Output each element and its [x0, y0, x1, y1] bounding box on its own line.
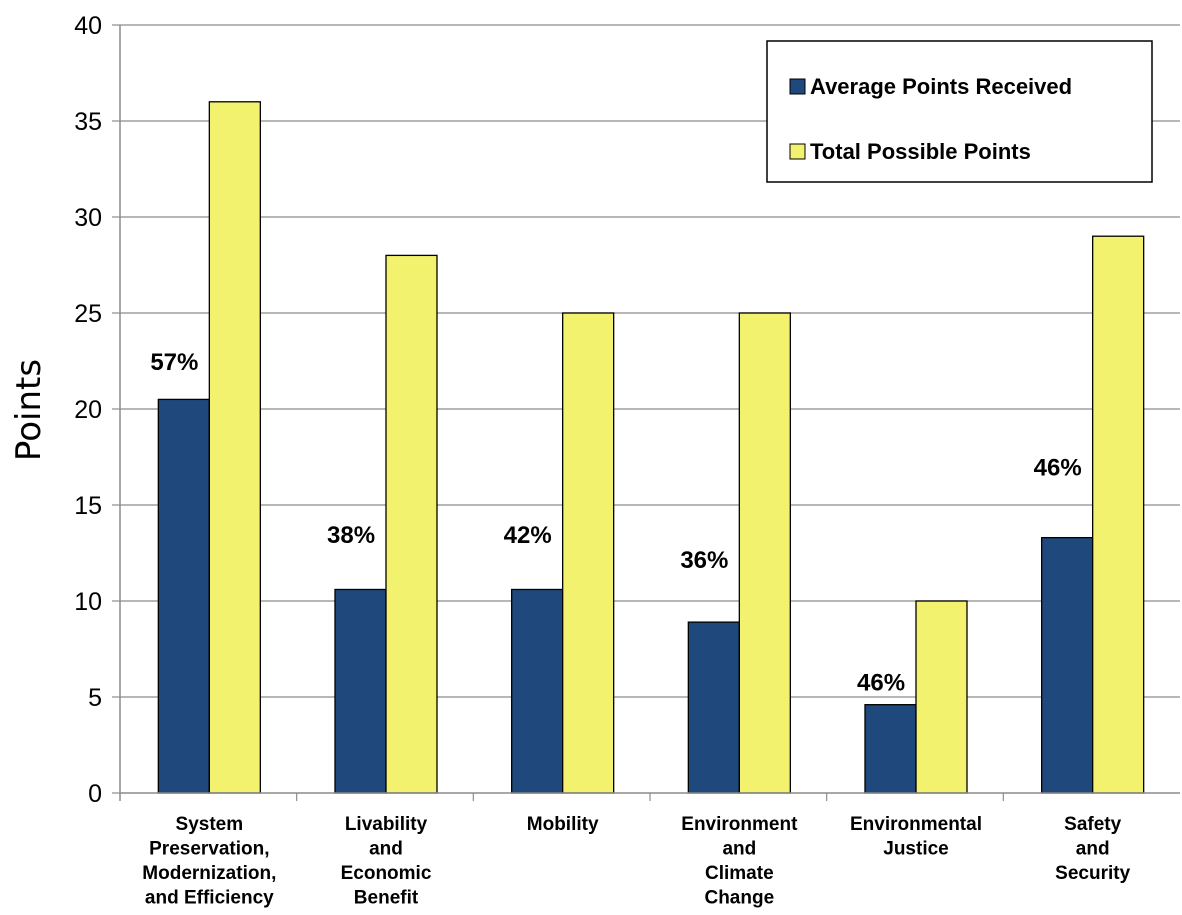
x-category-label-line: Mobility	[527, 814, 599, 835]
y-axis-title: Points	[9, 359, 49, 461]
x-category-label: Livability and Economic Benefit	[341, 814, 432, 909]
x-category-label: System Preservation, Modernization, and Eff…	[142, 814, 276, 909]
x-category-label: Mobility	[527, 814, 599, 835]
x-category-label-line: and Efficiency	[145, 888, 274, 909]
y-tick-label: 10	[74, 588, 102, 616]
x-category-label-line: Climate	[705, 863, 774, 884]
legend-box	[766, 40, 1153, 183]
bar-average-points	[687, 621, 740, 794]
bar-average-points	[334, 588, 387, 794]
legend: Average Points Received Total Possible P…	[766, 40, 1153, 183]
percent-label: 57%	[150, 349, 198, 376]
x-category-label-line: and	[1076, 839, 1110, 860]
y-axis-ticks: 0 5 10 15 20 25 30 35 40	[74, 12, 120, 808]
bar-total-possible-points	[738, 312, 791, 794]
x-category-label-line: System	[176, 814, 244, 835]
percent-label: 36%	[680, 547, 728, 574]
x-category-label-line: and	[722, 839, 756, 860]
y-tick-label: 30	[74, 204, 102, 232]
percent-label: 38%	[327, 522, 375, 549]
y-tick-label: 25	[74, 300, 102, 328]
percent-annotations: 57% 38% 42% 36% 46% 46%	[150, 349, 1081, 697]
x-category-label-line: Modernization,	[142, 863, 276, 884]
bar-total-possible-points	[385, 254, 438, 794]
y-tick-label: 5	[88, 684, 102, 712]
percent-label: 46%	[1034, 455, 1082, 482]
bar-total-possible-points	[208, 101, 261, 794]
legend-swatch-average	[789, 78, 806, 95]
bar-total-possible-points	[562, 312, 615, 794]
percent-label: 46%	[857, 670, 905, 697]
x-category-label-line: and	[369, 839, 403, 860]
legend-label-average: Average Points Received	[810, 74, 1072, 99]
legend-swatch-total	[789, 143, 806, 160]
legend-label-total: Total Possible Points	[810, 139, 1031, 164]
x-category-label-line: Environment	[681, 814, 798, 835]
bar-average-points	[1041, 536, 1094, 794]
x-category-label-line: Change	[704, 888, 774, 909]
bars	[157, 101, 1145, 794]
x-category-label: Environment and Climate Change	[681, 814, 798, 909]
bar-average-points	[511, 588, 564, 794]
bar-average-points	[864, 704, 917, 794]
y-tick-label: 35	[74, 108, 102, 136]
x-category-label-line: Security	[1055, 863, 1130, 884]
y-tick-label: 40	[74, 12, 102, 40]
x-category-label: Safety and Security	[1055, 814, 1130, 884]
x-category-label: Environmental Justice	[850, 814, 982, 860]
x-category-label-line: Justice	[883, 839, 948, 860]
gridlines	[120, 24, 1180, 698]
percent-label: 42%	[504, 522, 552, 549]
bar-average-points	[157, 398, 210, 794]
axes	[119, 25, 1180, 801]
x-category-label-line: Preservation,	[149, 839, 269, 860]
x-category-label-line: Economic	[341, 863, 432, 884]
x-category-label-line: Benefit	[354, 888, 419, 909]
y-tick-label: 0	[88, 780, 102, 808]
y-tick-label: 15	[74, 492, 102, 520]
y-tick-label: 20	[74, 396, 102, 424]
x-axis-category-labels: System Preservation, Modernization, and Eff…	[142, 814, 1130, 909]
bar-total-possible-points	[915, 600, 968, 794]
x-category-label-line: Livability	[345, 814, 428, 835]
bar-total-possible-points	[1092, 235, 1145, 794]
x-category-label-line: Safety	[1064, 814, 1121, 835]
x-category-label-line: Environmental	[850, 814, 982, 835]
